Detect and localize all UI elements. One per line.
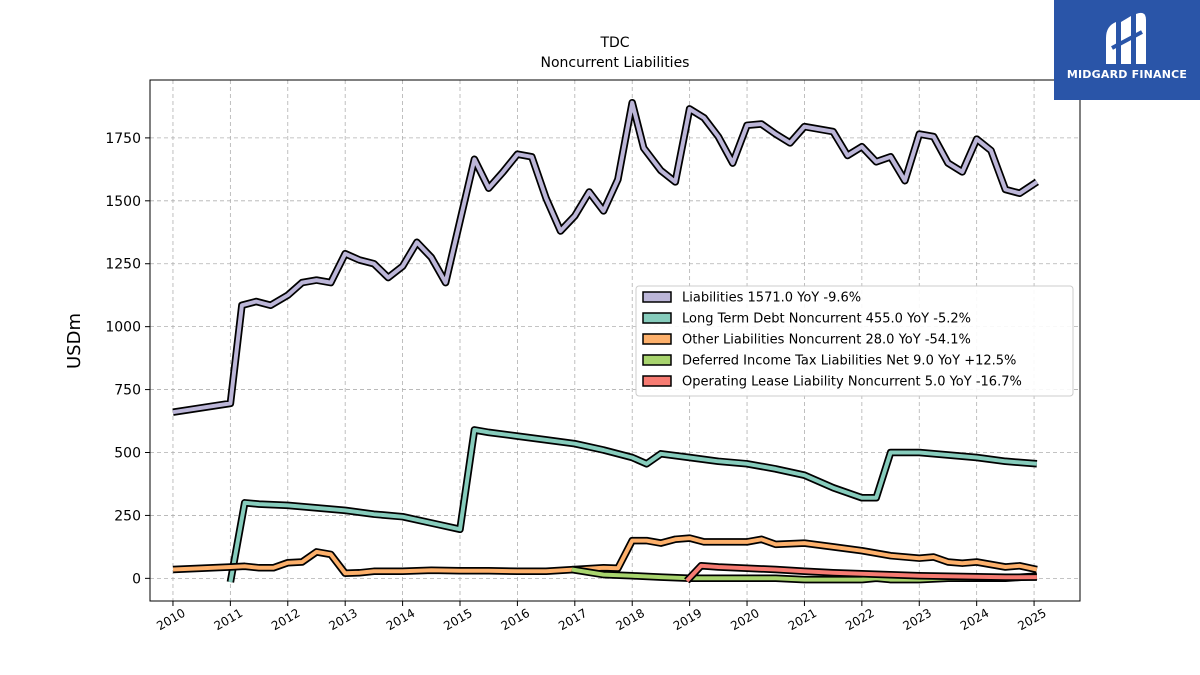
legend-entry: Other Liabilities Noncurrent 28.0 YoY -5… [682,333,971,348]
legend-entry: Liabilities 1571.0 YoY -9.6% [682,291,861,306]
x-tick-label: 2023 [901,606,934,633]
legend-swatch [642,375,672,387]
x-tick-label: 2012 [269,606,302,633]
legend-entry: Operating Lease Liability Noncurrent 5.0… [682,375,1022,390]
series-line-4 [685,563,1037,583]
x-tick-label: 2016 [499,606,532,633]
x-tick-label: 2022 [843,606,876,633]
x-tick-label: 2017 [556,606,589,633]
legend-box [635,285,1074,397]
x-tick-label: 2018 [613,606,646,633]
legend: Liabilities 1571.0 YoY -9.6% Long Term De… [635,285,1074,397]
brand-name: MIDGARD FINANCE [1066,68,1188,81]
x-tick-label: 2020 [728,606,761,633]
y-tick-label: 1000 [105,320,141,336]
brand-logo: MIDGARD FINANCE [1054,0,1200,100]
brand-mark-icon [1106,12,1146,64]
plot-frame [149,79,1081,602]
series-line-0 [172,100,1039,415]
legend-swatch [642,354,672,366]
x-tick-label: 2025 [1015,606,1048,633]
series-line-2 [172,536,1038,576]
x-tick-label: 2021 [786,606,819,633]
chart-subtitle: Noncurrent Liabilities [541,55,690,71]
y-tick-label: 750 [114,383,141,399]
x-tick-label: 2011 [212,606,245,633]
y-tick-label: 250 [114,508,141,524]
legend-entry: Long Term Debt Noncurrent 455.0 YoY -5.2… [682,312,971,327]
x-tick-label: 2014 [384,606,417,633]
legend-swatch [642,333,672,345]
y-tick-label: 1750 [105,131,141,147]
x-tick-label: 2013 [326,606,359,633]
series-lines [172,98,1039,584]
legend-swatch [642,291,672,303]
x-tick-label: 2019 [671,606,704,633]
y-tick-label: 1250 [105,257,141,273]
legend-entry: Deferred Income Tax Liabilities Net 9.0 … [682,354,1016,369]
series-line-1 [228,427,1038,583]
y-tick-label: 0 [132,571,141,587]
legend-swatch [642,312,672,324]
y-tick-label: 1500 [105,194,141,210]
x-tick-label: 2015 [441,606,474,633]
x-tick-label: 2010 [154,606,187,633]
y-axis-label: USDm [64,313,85,369]
x-tick-label: 2024 [958,606,991,633]
y-tick-label: 500 [114,446,141,462]
chart-title: TDC [599,35,629,51]
